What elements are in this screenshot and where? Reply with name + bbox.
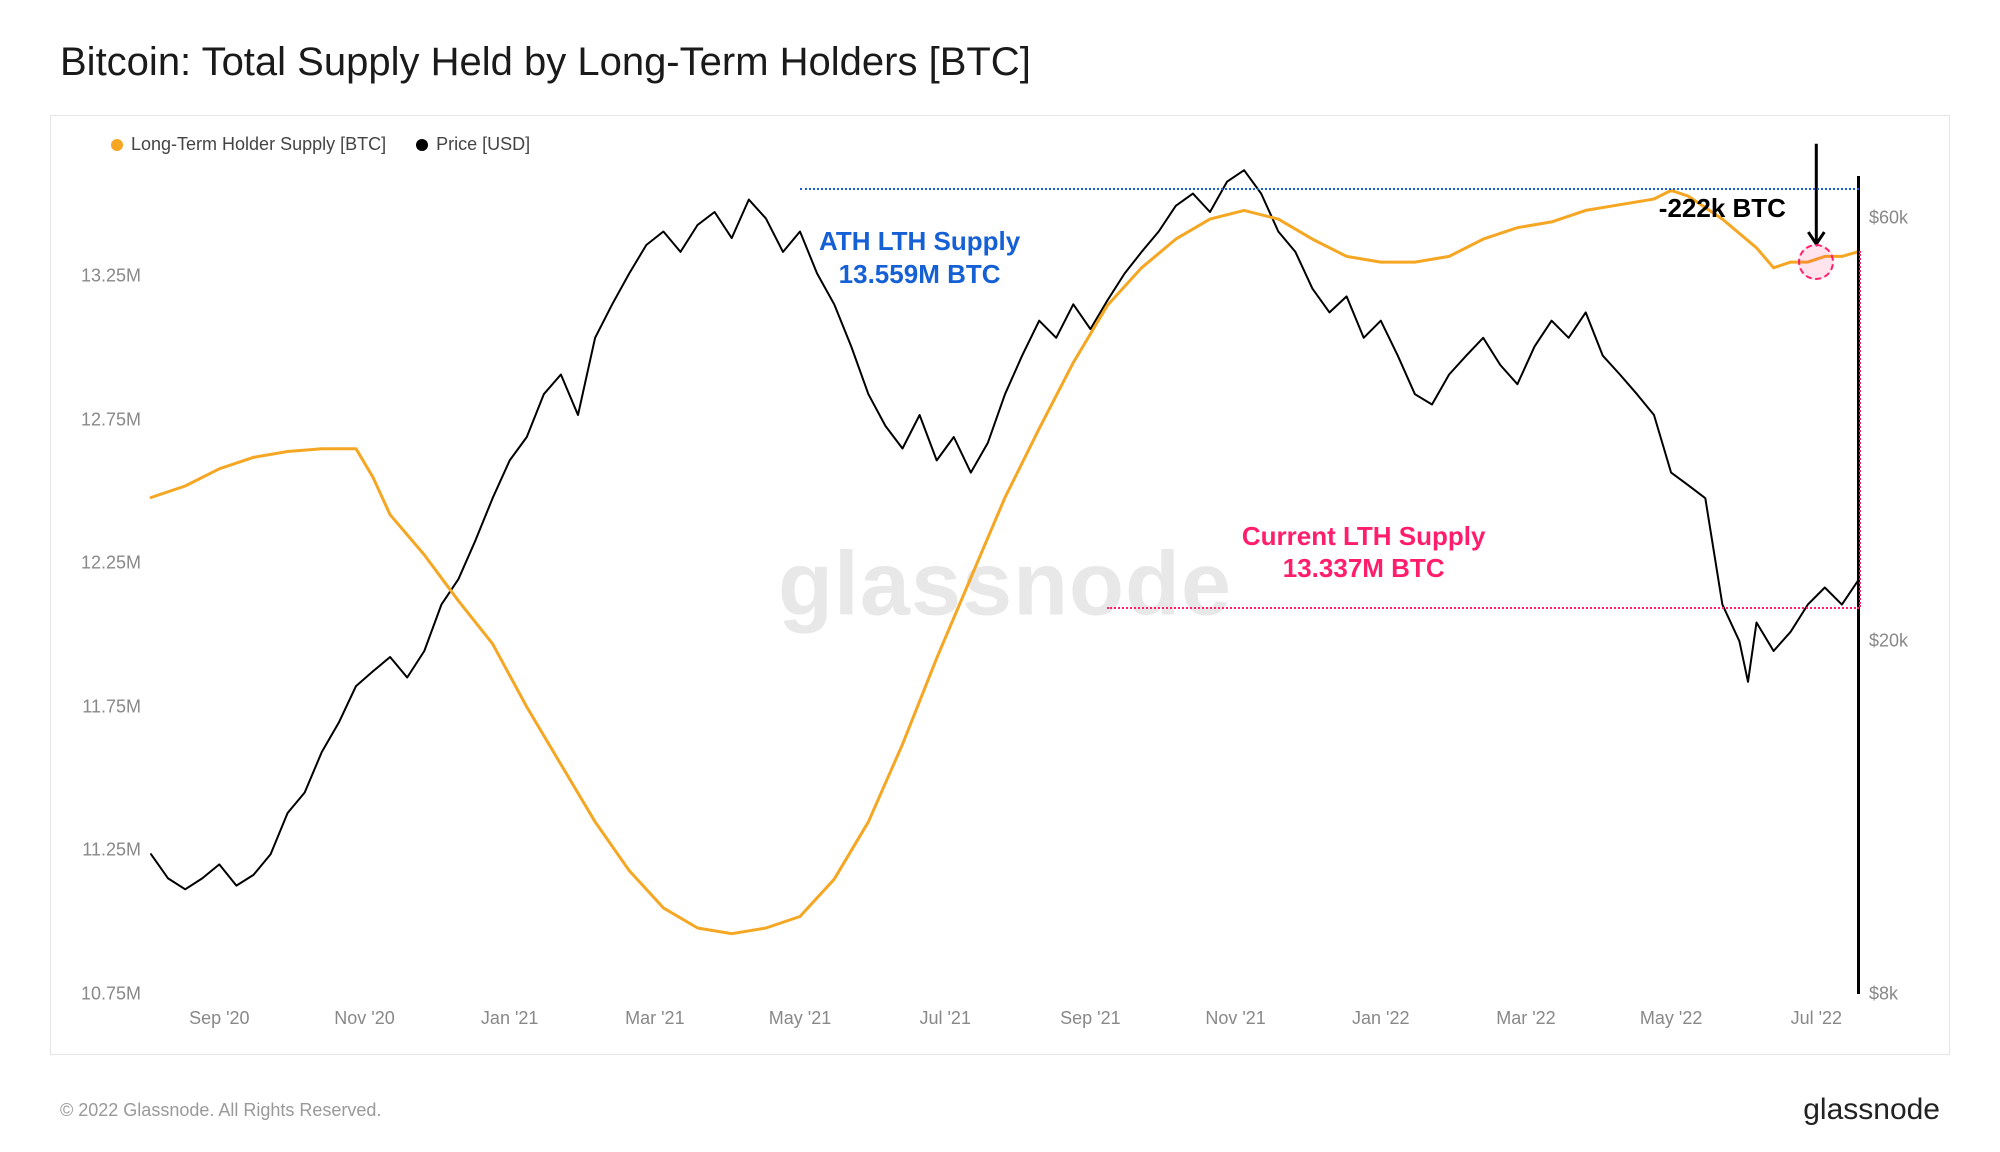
y-left-tick: 11.25M bbox=[71, 840, 141, 861]
annotation-current: Current LTH Supply13.337M BTC bbox=[1242, 520, 1486, 585]
x-tick: Nov '20 bbox=[334, 1008, 394, 1029]
footer: © 2022 Glassnode. All Rights Reserved. g… bbox=[60, 1093, 1940, 1127]
annotation-delta: -222k BTC bbox=[1659, 192, 1786, 225]
legend-item-price: Price [USD] bbox=[416, 134, 530, 155]
reference-line bbox=[800, 188, 1859, 190]
x-tick: Jul '21 bbox=[919, 1008, 970, 1029]
y-left-tick: 10.75M bbox=[71, 984, 141, 1005]
y-right-tick: $20k bbox=[1869, 631, 1929, 652]
legend-dot-supply bbox=[111, 139, 123, 151]
x-tick: Jan '21 bbox=[481, 1008, 538, 1029]
x-tick: Sep '21 bbox=[1060, 1008, 1121, 1029]
legend-label-supply: Long-Term Holder Supply [BTC] bbox=[131, 134, 386, 155]
reference-line bbox=[1107, 607, 1859, 609]
x-tick: Sep '20 bbox=[189, 1008, 250, 1029]
legend: Long-Term Holder Supply [BTC] Price [USD… bbox=[111, 134, 530, 155]
y-right-tick: $60k bbox=[1869, 208, 1929, 229]
brand-logo: glassnode bbox=[1803, 1093, 1940, 1127]
highlight-marker bbox=[1798, 244, 1834, 280]
chart-title: Bitcoin: Total Supply Held by Long-Term … bbox=[60, 40, 1950, 85]
plot-area: glassnode 10.75M11.25M11.75M12.25M12.75M… bbox=[151, 176, 1859, 994]
y-left-tick: 12.25M bbox=[71, 553, 141, 574]
legend-label-price: Price [USD] bbox=[436, 134, 530, 155]
legend-item-supply: Long-Term Holder Supply [BTC] bbox=[111, 134, 386, 155]
y-right-tick: $8k bbox=[1869, 983, 1929, 1004]
annotation-ath: ATH LTH Supply13.559M BTC bbox=[819, 225, 1020, 290]
y-left-tick: 12.75M bbox=[71, 409, 141, 430]
x-tick: Jan '22 bbox=[1352, 1008, 1409, 1029]
chart-svg bbox=[151, 176, 1859, 994]
x-tick: May '22 bbox=[1640, 1008, 1702, 1029]
chart-container: Long-Term Holder Supply [BTC] Price [USD… bbox=[50, 115, 1950, 1055]
y-left-tick: 11.75M bbox=[71, 696, 141, 717]
x-tick: Jul '22 bbox=[1791, 1008, 1842, 1029]
copyright: © 2022 Glassnode. All Rights Reserved. bbox=[60, 1100, 381, 1121]
x-tick: Mar '22 bbox=[1496, 1008, 1555, 1029]
x-tick: May '21 bbox=[769, 1008, 831, 1029]
x-tick: Mar '21 bbox=[625, 1008, 684, 1029]
x-tick: Nov '21 bbox=[1205, 1008, 1265, 1029]
legend-dot-price bbox=[416, 139, 428, 151]
vertical-dashed-line bbox=[1859, 251, 1861, 606]
y-left-tick: 13.25M bbox=[71, 266, 141, 287]
